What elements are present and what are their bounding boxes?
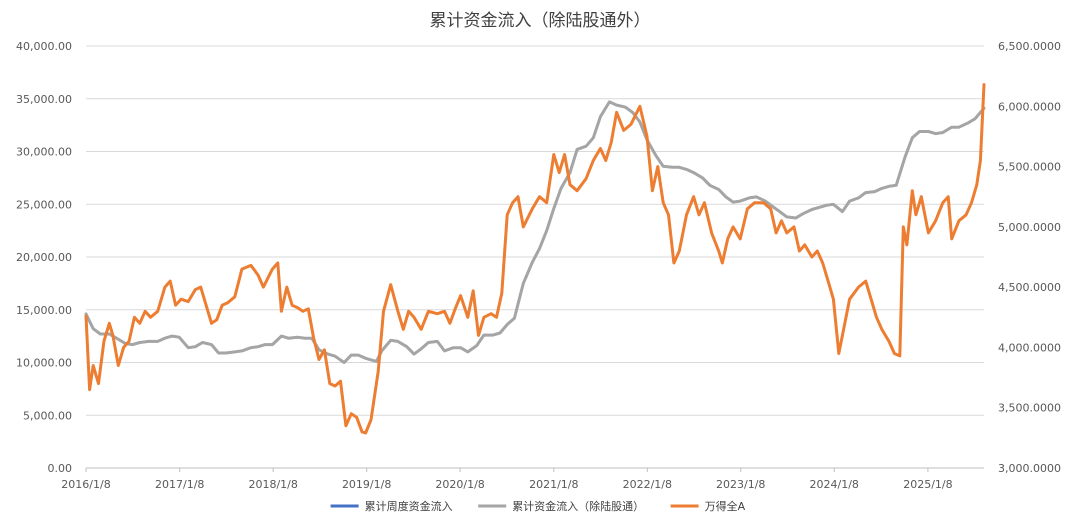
x-tick-label: 2020/1/8 [435, 478, 484, 491]
x-tick-label: 2017/1/8 [155, 478, 204, 491]
gridlines [86, 45, 984, 416]
x-tick-label: 2022/1/8 [623, 478, 672, 491]
series-layer [84, 83, 986, 435]
left-y-axis: 0.00 5,000.00 10,000.00 15,000.00 20,000.00 2… [16, 40, 72, 475]
legend: 累计周度资金流入 累计资金流入（除陆股通） 万得全A [330, 499, 746, 513]
x-tick-label: 2021/1/8 [529, 478, 578, 491]
left-y-tick-label: 25,000.00 [16, 198, 72, 211]
left-y-tick-label: 15,000.00 [16, 304, 72, 317]
legend-label: 累计周度资金流入 [365, 499, 453, 513]
left-y-tick-label: 10,000.00 [16, 357, 72, 370]
right-y-tick-label: 6,000.0000 [998, 100, 1061, 113]
right-y-tick-label: 3,000.0000 [998, 462, 1061, 475]
x-axis: 2016/1/8 2017/1/8 2018/1/8 2019/1/8 2020/1/8… [61, 467, 984, 491]
right-y-axis: 3,000.0000 3,500.0000 4,000.0000 4,500.0000… [998, 40, 1061, 475]
chart-title: 累计资金流入（除陆股通外） [430, 11, 651, 31]
left-y-tick-label: 5,000.00 [23, 409, 72, 422]
x-tick-label: 2016/1/8 [61, 478, 110, 491]
left-y-tick-label: 40,000.00 [16, 40, 72, 53]
legend-label: 万得全A [705, 499, 746, 513]
x-tick-label: 2023/1/8 [716, 478, 765, 491]
left-y-tick-label: 30,000.00 [16, 146, 72, 159]
left-y-tick-label: 20,000.00 [16, 251, 72, 264]
left-y-tick-label: 0.00 [48, 462, 73, 475]
x-tick-label: 2024/1/8 [810, 478, 859, 491]
series-line-2 [84, 100, 986, 364]
x-tick-label: 2025/1/8 [903, 478, 952, 491]
right-y-tick-label: 6,500.0000 [998, 40, 1061, 53]
legend-label: 累计资金流入（除陆股通） [512, 499, 644, 513]
right-y-tick-label: 5,500.0000 [998, 161, 1061, 174]
x-tick-label: 2019/1/8 [342, 478, 391, 491]
right-y-tick-label: 4,500.0000 [998, 281, 1061, 294]
right-y-tick-label: 3,500.0000 [998, 402, 1061, 415]
right-y-tick-label: 4,000.0000 [998, 341, 1061, 354]
series-line-1 [84, 100, 986, 364]
left-y-tick-label: 35,000.00 [16, 93, 72, 106]
series-line-3 [84, 83, 986, 435]
x-tick-label: 2018/1/8 [248, 478, 297, 491]
right-y-tick-label: 5,000.0000 [998, 221, 1061, 234]
